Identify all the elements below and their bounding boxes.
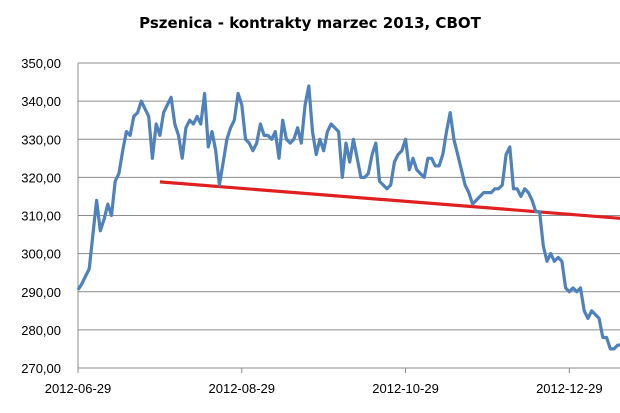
y-tick-label: 330,00 bbox=[21, 132, 61, 147]
y-tick-label: 310,00 bbox=[21, 209, 61, 224]
x-tick-label: 2012-06-29 bbox=[45, 381, 112, 396]
y-tick-label: 320,00 bbox=[21, 170, 61, 185]
axes bbox=[77, 63, 620, 373]
price-line bbox=[76, 84, 620, 351]
y-tick-label: 290,00 bbox=[21, 285, 61, 300]
series-lines bbox=[76, 84, 620, 351]
y-axis-tick-labels: 270,00 280,00 290,00 300,00 310,00 320,00 330,… bbox=[21, 56, 61, 376]
x-tick-label: 2012-10-29 bbox=[372, 381, 439, 396]
y-tick-label: 270,00 bbox=[21, 361, 61, 376]
y-tick-label: 300,00 bbox=[21, 247, 61, 262]
chart-title: Pszenica - kontrakty marzec 2013, CBOT bbox=[139, 14, 481, 32]
x-axis-tick-labels: 2012-06-29 2012-08-29 2012-10-29 2012-12-29 bbox=[45, 381, 603, 396]
x-tick-label: 2012-08-29 bbox=[209, 381, 276, 396]
y-tick-label: 350,00 bbox=[21, 56, 61, 71]
gridlines bbox=[78, 62, 620, 331]
trend-line bbox=[159, 180, 620, 220]
x-tick-label: 2012-12-29 bbox=[536, 381, 603, 396]
y-tick-label: 280,00 bbox=[21, 323, 61, 338]
y-tick-label: 340,00 bbox=[21, 94, 61, 109]
